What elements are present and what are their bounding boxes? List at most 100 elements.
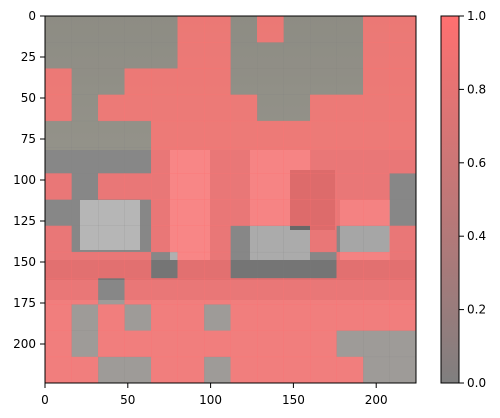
heatmap-cell xyxy=(257,278,284,305)
heatmap-cell xyxy=(283,68,311,95)
heatmap-cell xyxy=(230,199,258,227)
heatmap-cell xyxy=(363,330,390,358)
heatmap-cell xyxy=(98,120,125,148)
heatmap-cell xyxy=(124,356,152,383)
heatmap-cell xyxy=(283,304,311,331)
heatmap-cell xyxy=(177,16,205,43)
x-tick-label: 100 xyxy=(199,393,222,407)
heatmap-cell xyxy=(71,120,99,148)
heatmap-cell xyxy=(336,356,364,383)
colorbar: 0.0 0.2 0.4 0.6 0.8 1.0 xyxy=(440,9,486,390)
heatmap-cell xyxy=(230,16,258,43)
heatmap-cell xyxy=(283,356,311,383)
heatmap-cell xyxy=(336,94,364,122)
heatmap-cell xyxy=(283,42,311,69)
heatmap-cell xyxy=(151,16,178,43)
heatmap-cell xyxy=(363,251,390,279)
heatmap-cell xyxy=(336,173,364,200)
heatmap-cell xyxy=(336,330,364,358)
heatmap-cell xyxy=(389,356,416,383)
colorbar-tick-label: 0.0 xyxy=(467,376,486,390)
heatmap-cell xyxy=(230,225,258,253)
heatmap-cell xyxy=(98,16,125,43)
heatmap-cell xyxy=(230,304,258,331)
heatmap-cell xyxy=(177,225,205,253)
heatmap-cell xyxy=(151,68,178,95)
heatmap-cell xyxy=(71,251,99,279)
heatmap-cell xyxy=(257,147,284,174)
heatmap-cell xyxy=(204,173,231,200)
plot-frame xyxy=(44,15,417,384)
heatmap-cell xyxy=(71,147,99,174)
heatmap-cell xyxy=(71,330,99,358)
heatmap-cell xyxy=(310,173,337,200)
heatmap-cell xyxy=(310,199,337,227)
heatmap-cell xyxy=(283,147,311,174)
heatmap-cell xyxy=(363,173,390,200)
heatmap-cell xyxy=(204,16,231,43)
heatmap-cell xyxy=(363,199,390,227)
heatmap-cell xyxy=(363,120,390,148)
heatmap-cell xyxy=(363,94,390,122)
heatmap-cell xyxy=(177,173,205,200)
heatmap-cell xyxy=(310,120,337,148)
heatmap-cell xyxy=(283,173,311,200)
colorbar-tick-label: 0.2 xyxy=(467,303,486,317)
heatmap-cell xyxy=(389,278,416,305)
heatmap-cells xyxy=(45,16,416,383)
heatmap-cell xyxy=(45,199,72,227)
heatmap-cell xyxy=(336,16,364,43)
heatmap-cell xyxy=(363,68,390,95)
heatmap-cell xyxy=(71,199,99,227)
heatmap-cell xyxy=(283,94,311,122)
heatmap-cell xyxy=(310,16,337,43)
heatmap-cell xyxy=(151,225,178,253)
heatmap-cell xyxy=(336,147,364,174)
heatmap-cell xyxy=(45,330,72,358)
heatmap-cell xyxy=(336,68,364,95)
heatmap-cell xyxy=(124,94,152,122)
heatmap-cell xyxy=(177,304,205,331)
heatmap-cell xyxy=(45,147,72,174)
heatmap-cell xyxy=(71,173,99,200)
heatmap-cell xyxy=(151,251,178,279)
heatmap-cell xyxy=(257,68,284,95)
heatmap-cell xyxy=(71,16,99,43)
y-tick-label: 25 xyxy=(21,50,36,64)
heatmap-cell xyxy=(124,304,152,331)
x-tick-label: 0 xyxy=(41,393,49,407)
heatmap-cell xyxy=(71,68,99,95)
y-tick-label: 0 xyxy=(28,9,36,23)
y-axis: 0 25 50 75 100 125 150 175 200 xyxy=(13,9,45,351)
heatmap-cell xyxy=(98,330,125,358)
heatmap-cell xyxy=(230,251,258,279)
heatmap-cell xyxy=(230,278,258,305)
heatmap-cell xyxy=(177,199,205,227)
heatmap-cell xyxy=(336,225,364,253)
heatmap-cell xyxy=(45,304,72,331)
heatmap-cell xyxy=(257,199,284,227)
heatmap-cell xyxy=(310,42,337,69)
heatmap-cell xyxy=(257,330,284,358)
heatmap-cell xyxy=(151,120,178,148)
heatmap-cell xyxy=(71,42,99,69)
heatmap-cell xyxy=(283,16,311,43)
colorbar-gradient xyxy=(440,15,460,384)
heatmap-cell xyxy=(124,173,152,200)
heatmap-cell xyxy=(204,94,231,122)
heatmap-cell xyxy=(177,120,205,148)
heatmap-cell xyxy=(204,330,231,358)
heatmap-cell xyxy=(204,225,231,253)
heatmap-cell xyxy=(98,278,125,305)
heatmap-cell xyxy=(124,42,152,69)
heatmap-cell xyxy=(177,94,205,122)
heatmap-cell xyxy=(283,199,311,227)
heatmap-cell xyxy=(45,120,72,148)
heatmap-cell xyxy=(257,173,284,200)
colorbar-tick-label: 0.4 xyxy=(467,229,486,243)
heatmap-cell xyxy=(45,42,72,69)
heatmap-cell xyxy=(363,16,390,43)
heatmap-cell xyxy=(45,68,72,95)
heatmap-cell xyxy=(204,68,231,95)
heatmap-cell xyxy=(98,225,125,253)
